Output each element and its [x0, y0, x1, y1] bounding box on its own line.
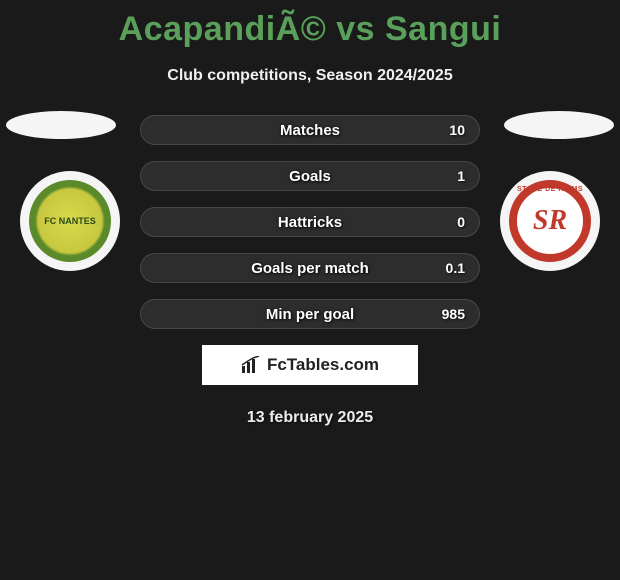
subtitle: Club competitions, Season 2024/2025 [0, 67, 620, 85]
stat-value: 0.1 [446, 260, 465, 276]
left-club-badge-inner: FC NANTES [29, 180, 111, 262]
bar-chart-icon [241, 356, 261, 374]
stat-value: 985 [442, 306, 465, 322]
stat-value: 1 [457, 168, 465, 184]
right-club-label: SR [533, 205, 567, 237]
left-club-label: FC NANTES [44, 216, 96, 226]
stat-label: Matches [280, 122, 340, 139]
right-club-arc-text: STADE DE REIMS [517, 186, 583, 193]
stat-label: Min per goal [266, 306, 354, 323]
snapshot-date: 13 february 2025 [0, 409, 620, 427]
right-club-badge: STADE DE REIMS SR [500, 171, 600, 271]
stat-row-goals-per-match: Goals per match 0.1 [140, 253, 480, 283]
stat-value: 0 [457, 214, 465, 230]
stats-list: Matches 10 Goals 1 Hattricks 0 Goals per… [140, 115, 480, 329]
stat-label: Goals [289, 168, 331, 185]
page-title: AcapandiÃ© vs Sangui [0, 0, 620, 49]
source-logo: FcTables.com [202, 345, 418, 385]
right-club-badge-inner: STADE DE REIMS SR [509, 180, 591, 262]
comparison-panel: FC NANTES STADE DE REIMS SR Matches 10 G… [0, 115, 620, 427]
stat-label: Goals per match [251, 260, 369, 277]
stat-label: Hattricks [278, 214, 342, 231]
right-player-oval [504, 111, 614, 139]
left-player-oval [6, 111, 116, 139]
stat-value: 10 [449, 122, 465, 138]
source-logo-text: FcTables.com [267, 355, 379, 375]
stat-row-matches: Matches 10 [140, 115, 480, 145]
stat-row-hattricks: Hattricks 0 [140, 207, 480, 237]
stat-row-min-per-goal: Min per goal 985 [140, 299, 480, 329]
left-club-badge: FC NANTES [20, 171, 120, 271]
stat-row-goals: Goals 1 [140, 161, 480, 191]
